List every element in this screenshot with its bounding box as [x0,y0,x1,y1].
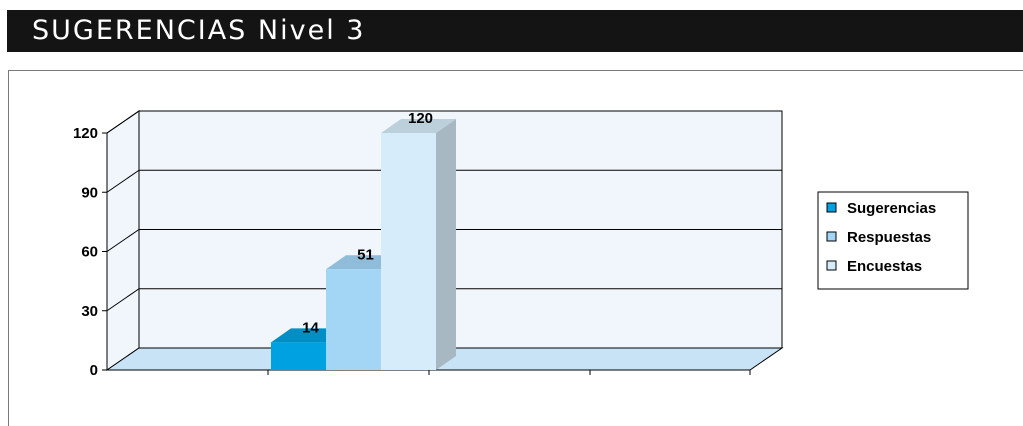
data-label: 120 [408,110,433,127]
legend-swatch [826,202,837,213]
legend-label: Sugerencias [847,200,936,217]
page-title: SUGERENCIAS Nivel 3 [32,15,366,46]
chart-frame [8,70,1023,426]
legend-swatch [826,260,837,271]
legend-swatch [826,231,837,242]
y-tick-label: 90 [81,184,98,201]
bar-sugerencias [271,342,326,370]
data-label: 51 [357,246,374,263]
gridline-side [106,110,140,134]
bar-respuestas [326,269,381,370]
bar-side [436,119,456,370]
gridline-side [106,169,140,193]
gridline-side [106,288,140,312]
legend-label: Respuestas [847,229,931,246]
legend: Sugerencias Respuestas Encuestas [817,191,969,290]
y-tick-label: 0 [90,362,98,379]
y-tick-label: 60 [81,244,98,261]
y-tick-label: 120 [73,125,98,142]
data-label: 14 [302,319,319,336]
y-tick-label: 30 [81,303,98,320]
gridline-side [106,229,140,252]
legend-box [817,191,969,290]
bar-encuestas [381,133,436,370]
bar-top [381,119,456,133]
legend-label: Encuestas [847,258,922,275]
header-bar: SUGERENCIAS Nivel 3 [7,10,1023,52]
